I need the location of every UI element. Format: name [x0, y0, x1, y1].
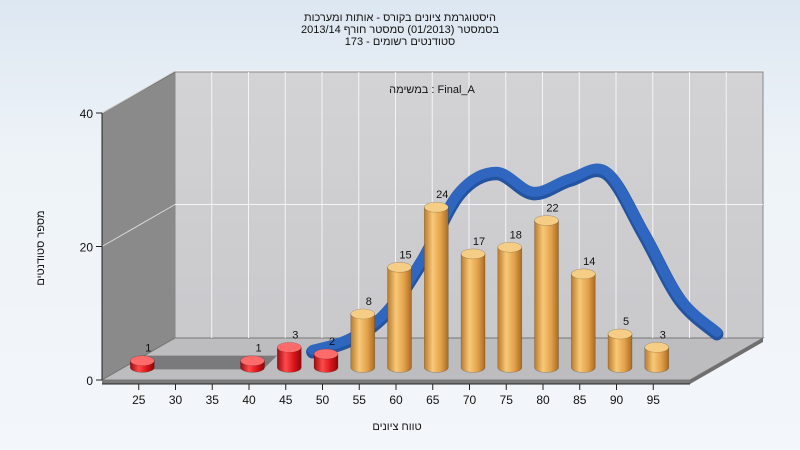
bar-75-80 [534, 215, 559, 373]
y-tick-label: 0 [86, 374, 93, 388]
bar-45-50 [313, 348, 339, 373]
bar-value-label: 22 [546, 203, 558, 215]
floor-front-edge [102, 380, 690, 384]
bar-body [497, 246, 523, 373]
x-tick-label: 50 [316, 393, 330, 407]
title-line-2: בסמסטר (01/2013) סמסטר חורף 2013/14 [300, 24, 500, 36]
bar-top [313, 348, 339, 360]
bar-value-label: 3 [660, 329, 666, 341]
bar-body [644, 347, 670, 373]
bar-20-25 [129, 355, 155, 373]
x-tick-label: 90 [610, 393, 624, 407]
y-tick-label: 40 [80, 107, 94, 121]
x-tick-label: 80 [536, 393, 550, 407]
bar-35-40 [240, 355, 265, 373]
bar-60-65 [423, 201, 449, 373]
bar-value-label: 1 [255, 343, 261, 355]
bar-90-95 [644, 342, 670, 373]
bar-value-label: 2 [329, 336, 335, 348]
x-tick-label: 55 [353, 393, 367, 407]
x-tick-label: 60 [389, 393, 403, 407]
chart-title: היסטוגרמת ציונים בקורס - אותות ומערכות ב… [0, 12, 800, 48]
y-tick-label: 20 [80, 241, 94, 255]
bar-50-55 [350, 308, 376, 373]
x-tick-label: 95 [647, 393, 661, 407]
bar-40-45 [276, 342, 302, 373]
bar-top [607, 328, 633, 340]
bar-body [570, 273, 596, 373]
curve-ribbon [307, 163, 722, 355]
bar-value-label: 15 [399, 249, 411, 261]
bar-top [460, 248, 486, 260]
title-line-3: סטודנטים רשומים - 173 [344, 36, 456, 48]
x-tick-label: 35 [206, 393, 220, 407]
bar-top [276, 342, 302, 353]
bar-top [387, 261, 412, 273]
bar-body [276, 347, 302, 373]
bar-85-90 [607, 328, 633, 373]
bar-70-75 [497, 241, 523, 373]
x-tick-label: 65 [426, 393, 440, 407]
bar-body [423, 206, 449, 373]
bar-value-label: 1 [145, 343, 151, 355]
floor-side-edge [690, 338, 763, 384]
bars [129, 201, 670, 373]
bar-value-label: 17 [473, 236, 485, 248]
bar-value-label: 24 [436, 189, 448, 201]
x-tick-label: 75 [500, 393, 514, 407]
bar-body [460, 253, 486, 373]
bar-65-70 [460, 248, 486, 373]
x-tick-label: 40 [242, 393, 256, 407]
value-labels: 1 1 3 2 8 15 24 17 18 22 14 5 3 [145, 189, 666, 355]
bar-value-label: 5 [623, 316, 629, 328]
y-axis-label: מספר סטודנטים [35, 210, 47, 285]
bar-top [129, 355, 155, 367]
x-tick-label: 45 [279, 393, 293, 407]
bar-body [350, 313, 376, 373]
bar-value-label: 8 [366, 296, 372, 308]
bar-55-60 [387, 261, 412, 373]
bar-top [570, 268, 596, 280]
bar-top [350, 308, 376, 320]
empty-bins-slab [130, 355, 277, 370]
grid-horizontal-side [101, 204, 176, 247]
bar-top [240, 355, 265, 367]
bar-80-85 [570, 268, 596, 373]
bar-value-label: 3 [292, 329, 298, 341]
x-tick-label: 85 [573, 393, 587, 407]
bar-value-label: 18 [510, 229, 522, 241]
x-tick-label: 30 [169, 393, 183, 407]
x-axis-label: טווח ציונים [372, 421, 421, 433]
annotation-text: במשימה : Final_A [389, 84, 475, 96]
x-tick-label: 25 [132, 393, 146, 407]
bar-top [644, 342, 670, 353]
bar-top [423, 201, 449, 213]
x-tick-label: 70 [463, 393, 477, 407]
bar-body [607, 333, 633, 373]
title-line-1: היסטוגרמת ציונים בקורס - אותות ומערכות [303, 12, 497, 24]
bar-body [387, 266, 412, 373]
trend-curve [306, 163, 724, 359]
bar-body [313, 353, 339, 373]
bar-top [534, 215, 559, 226]
bar-value-label: 14 [583, 256, 595, 268]
bar-top [497, 241, 523, 253]
bar-body [534, 220, 559, 373]
grid-horizontal-side [101, 70, 176, 114]
